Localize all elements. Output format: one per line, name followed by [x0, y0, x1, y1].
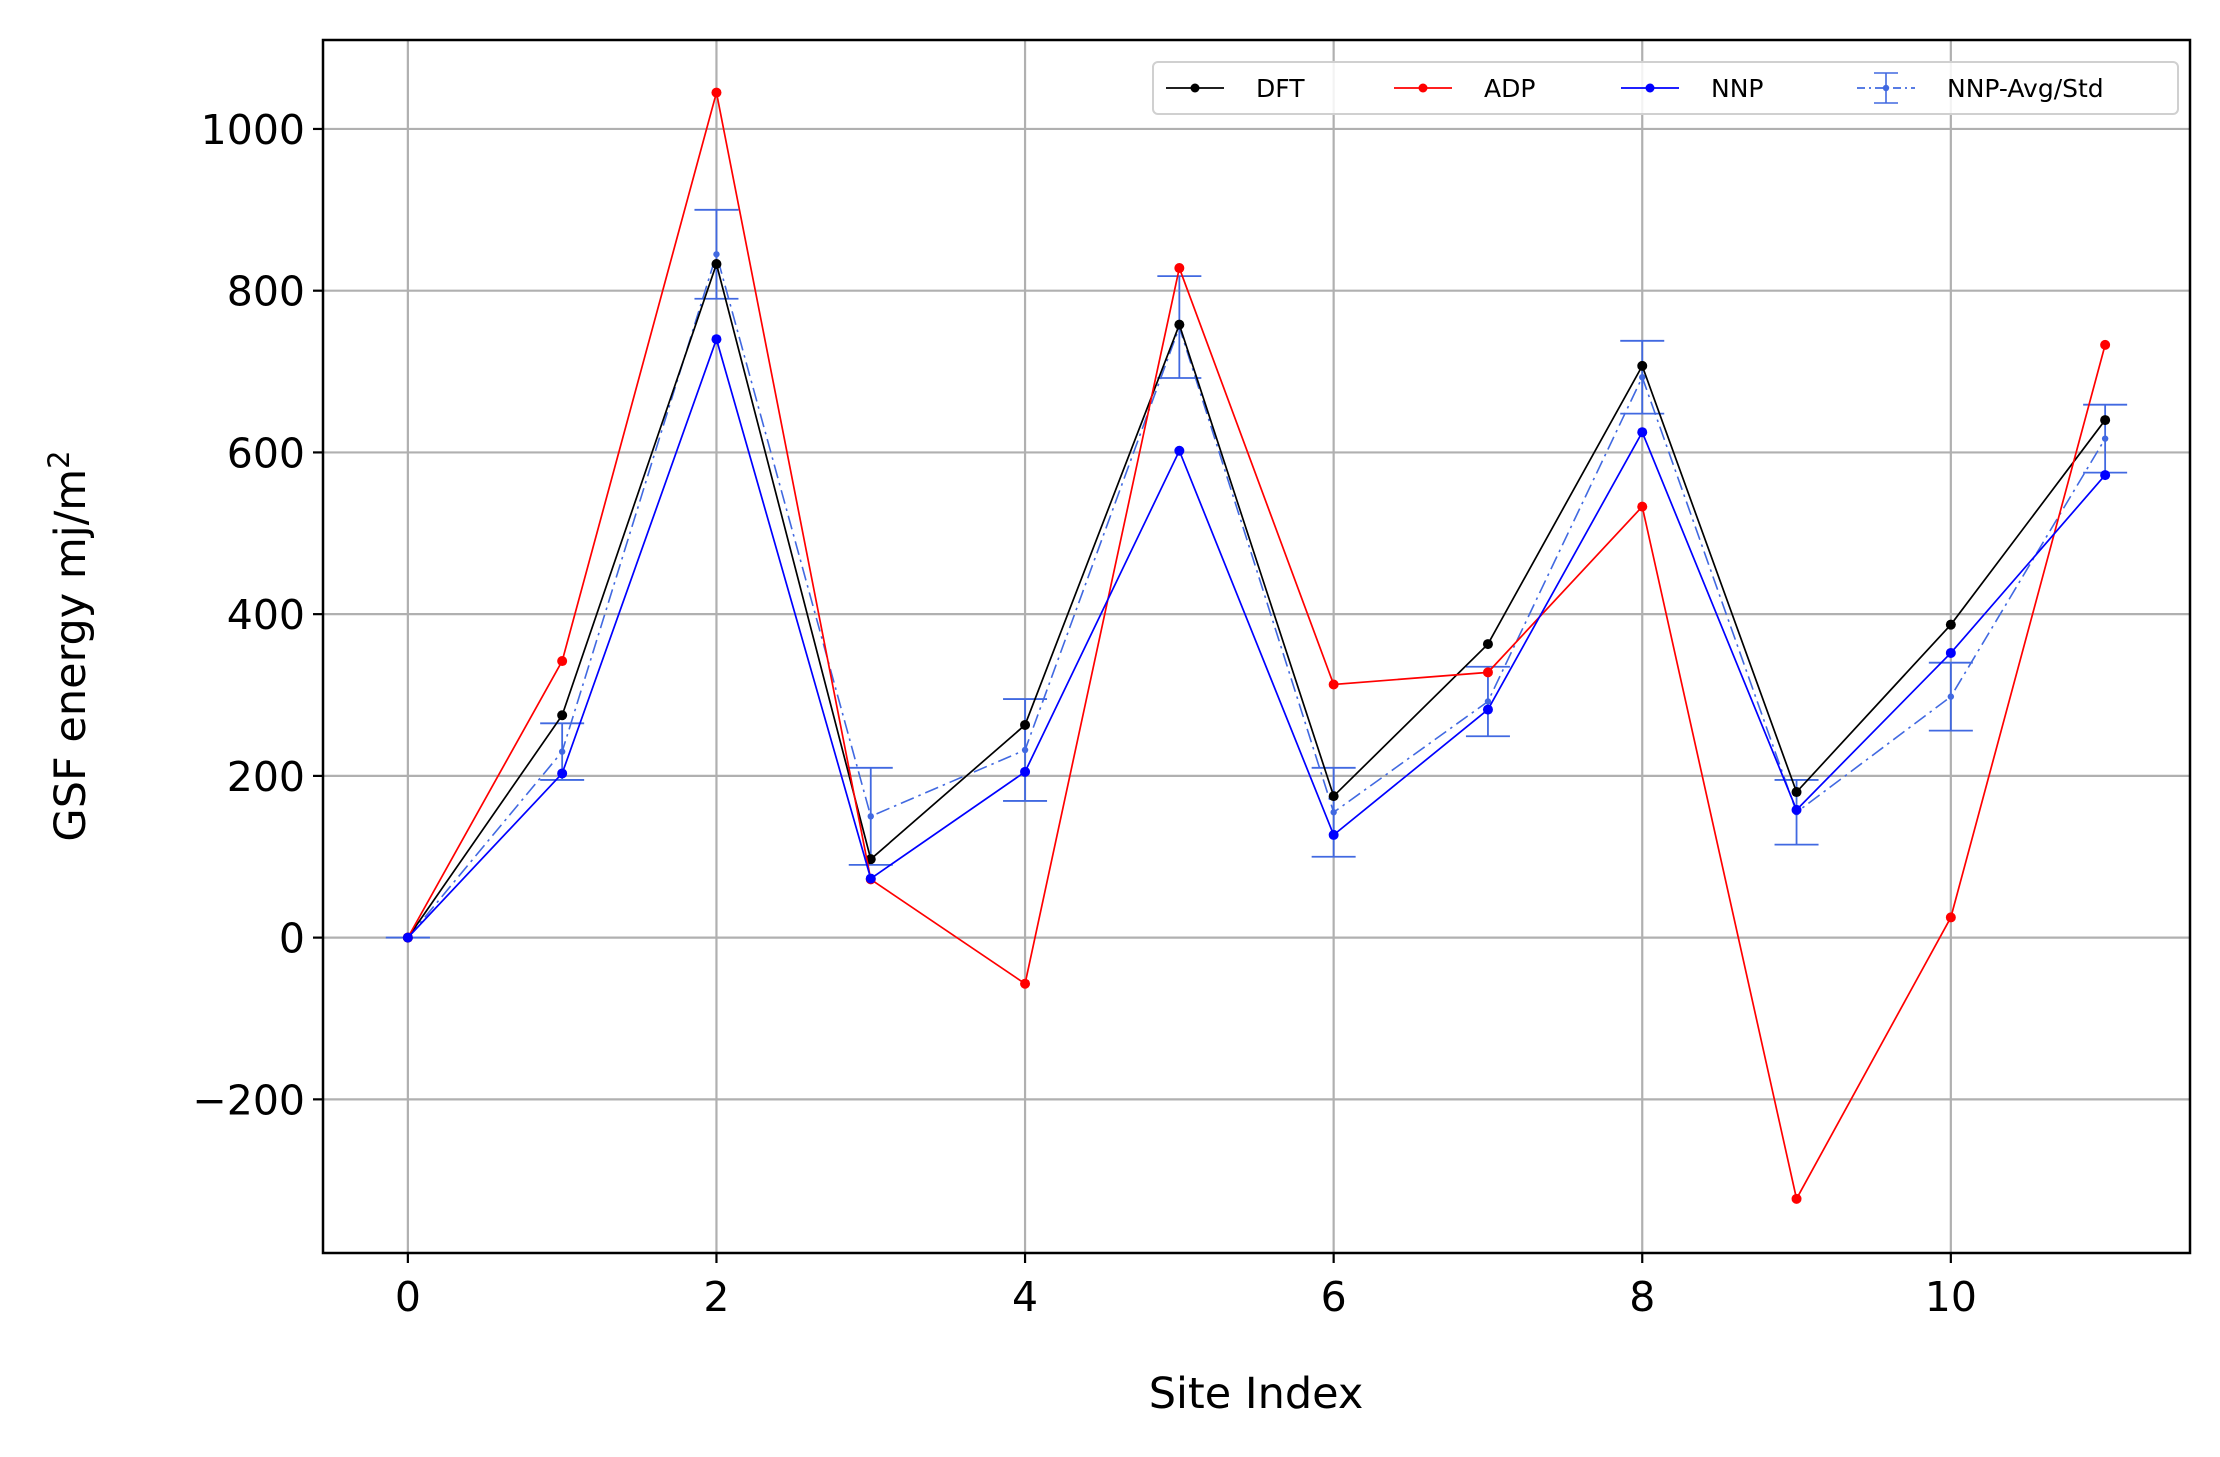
data-point-adp [1020, 978, 1031, 989]
data-point-nnp [1945, 647, 1956, 658]
data-point-dft [865, 854, 876, 865]
grid [323, 40, 2190, 1253]
data-point-adp [2100, 339, 2111, 350]
x-tick-label: 10 [1925, 1273, 1977, 1321]
legend-entry-nnp: NNP [1621, 74, 1763, 103]
legend-marker [1645, 83, 1655, 93]
x-tick-label: 8 [1629, 1273, 1655, 1321]
data-point-nnp [1328, 829, 1339, 840]
data-point-nnp [1482, 704, 1493, 715]
y-tick-label: 400 [227, 591, 305, 639]
data-point-dft [2100, 415, 2111, 426]
y-tick-label: 600 [227, 429, 305, 477]
data-point-dft [1020, 719, 1031, 730]
data-point-dft [711, 259, 722, 270]
series-adp [402, 87, 2111, 1204]
series-line-nnp-avg-std [407, 251, 2106, 939]
legend-label: ADP [1484, 74, 1535, 103]
y-axis-title-superscript: 2 [42, 450, 76, 468]
data-point-nnp [2100, 470, 2111, 481]
y-tick-label: 1000 [201, 106, 305, 154]
data-point-nnp-avg-std [713, 251, 720, 258]
data-point-dft [1328, 791, 1339, 802]
series-line-dft [407, 261, 2106, 939]
series-line-nnp [407, 336, 2106, 939]
data-point-nnp-avg-std [867, 813, 874, 820]
legend-entry-adp: ADP [1394, 74, 1535, 103]
data-point-adp [1791, 1193, 1802, 1204]
y-tick-label: 0 [279, 915, 305, 963]
data-point-adp [1637, 501, 1648, 512]
legend-entry-nnp-avg-std: NNP-Avg/Std [1857, 72, 2104, 104]
legend-marker [1882, 84, 1890, 92]
x-axis-title: Site Index [1149, 1369, 1364, 1419]
axis-ticks: 0 2 4 6 8 10 −200 0 200 400 600 800 1000 [192, 106, 1977, 1321]
y-axis-title: GSF energy mj/m2 [42, 450, 96, 841]
y-tick-label: −200 [192, 1076, 305, 1124]
legend-marker [1190, 83, 1200, 93]
legend-marker [1418, 83, 1428, 93]
data-point-nnp-avg-std [1021, 746, 1029, 754]
data-point-dft [1174, 319, 1185, 330]
x-tick-label: 2 [703, 1273, 729, 1321]
data-point-nnp [1020, 766, 1031, 777]
data-point-nnp-avg-std [1330, 809, 1337, 816]
y-axis-title-main: GSF energy mj/m [46, 469, 96, 842]
legend: DFT ADP NNP NNP-Avg/Std [1152, 61, 2179, 115]
data-point-dft [557, 710, 568, 721]
data-point-adp [711, 87, 722, 98]
data-point-nnp [711, 334, 722, 345]
data-point-nnp-avg-std [558, 748, 566, 755]
y-tick-label: 200 [227, 753, 305, 801]
data-point-adp [1174, 263, 1185, 274]
series-nnp [402, 334, 2111, 943]
series-line-adp [407, 92, 2106, 1202]
series-layer [385, 87, 2128, 1204]
legend-label: DFT [1256, 74, 1305, 103]
data-point-nnp-avg-std [1947, 693, 1955, 700]
data-point-nnp [1791, 804, 1802, 815]
data-point-nnp [557, 768, 568, 779]
plot-frame [321, 38, 2192, 1255]
legend-entry-dft: DFT [1166, 74, 1305, 103]
data-point-adp [1945, 912, 1956, 923]
legend-label: NNP [1711, 74, 1763, 103]
data-point-nnp [1174, 445, 1185, 456]
data-point-adp [1482, 667, 1493, 678]
data-point-dft [1791, 787, 1802, 798]
data-point-nnp-avg-std [1639, 374, 1646, 381]
data-point-dft [1945, 619, 1956, 630]
series-dft [402, 259, 2111, 943]
data-point-nnp-avg-std [2101, 435, 2109, 442]
x-tick-label: 6 [1321, 1273, 1347, 1321]
data-point-nnp [1637, 427, 1648, 438]
legend-label: NNP-Avg/Std [1947, 74, 2104, 103]
data-point-dft [1482, 639, 1493, 650]
x-tick-label: 0 [395, 1273, 421, 1321]
series-nnp-avg-std [385, 208, 2128, 941]
data-point-nnp-avg-std [1484, 698, 1492, 705]
data-point-adp [1328, 679, 1339, 690]
data-point-nnp [865, 873, 876, 884]
x-tick-label: 4 [1012, 1273, 1038, 1321]
data-point-dft [1637, 360, 1648, 371]
data-point-nnp [402, 932, 413, 943]
data-point-adp [557, 656, 568, 667]
y-tick-label: 800 [227, 268, 305, 316]
